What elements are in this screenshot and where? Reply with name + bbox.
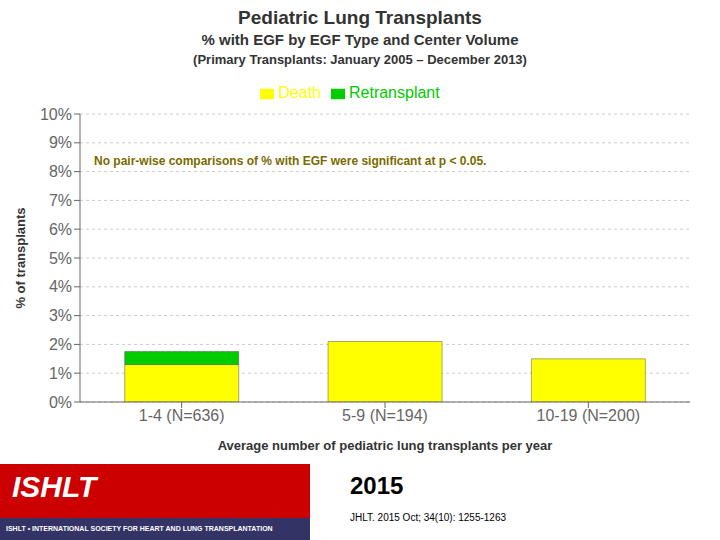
html-text:% with EGF by EGF Type and Cen: % with EGF by EGF Type and Center Volume <box>201 31 519 48</box>
html-text:2015: 2015 <box>350 472 404 499</box>
html-text:ISHLT • INTERNATIONAL SOCIETY: ISHLT • INTERNATIONAL SOCIETY FOR HEART … <box>6 525 273 532</box>
svg-text:% of transplants: % of transplants <box>13 207 28 308</box>
svg-text:0%: 0% <box>49 394 72 411</box>
html-text:ISHLT: ISHLT <box>12 470 97 503</box>
html-text:(Primary Transplants: January: (Primary Transplants: January 2005 – Dec… <box>193 52 527 67</box>
svg-text:10%: 10% <box>40 106 72 123</box>
html-text:Pediatric Lung Transplants: Pediatric Lung Transplants <box>238 7 482 28</box>
svg-text:1%: 1% <box>49 365 72 382</box>
svg-text:2%: 2% <box>49 336 72 353</box>
svg-text:8%: 8% <box>49 163 72 180</box>
svg-text:5-9 (N=194): 5-9 (N=194) <box>342 407 428 424</box>
svg-text:10-19 (N=200): 10-19 (N=200) <box>537 407 641 424</box>
svg-text:1-4 (N=636): 1-4 (N=636) <box>139 407 225 424</box>
svg-text:3%: 3% <box>49 307 72 324</box>
html-text:Death: Death <box>278 84 321 101</box>
svg-text:Average number of pediatric lu: Average number of pediatric lung transpl… <box>218 438 553 453</box>
html-text:No pair-wise comparisons of %: No pair-wise comparisons of % with EGF w… <box>94 154 487 168</box>
svg-text:9%: 9% <box>49 134 72 151</box>
svg-text:5%: 5% <box>49 250 72 267</box>
html-text:Retransplant: Retransplant <box>349 84 440 101</box>
html-text:JHLT. 2015 Oct; 34(10): 1255-1: JHLT. 2015 Oct; 34(10): 1255-1263 <box>350 512 506 523</box>
svg-text:6%: 6% <box>49 221 72 238</box>
svg-text:7%: 7% <box>49 192 72 209</box>
svg-text:4%: 4% <box>49 278 72 295</box>
